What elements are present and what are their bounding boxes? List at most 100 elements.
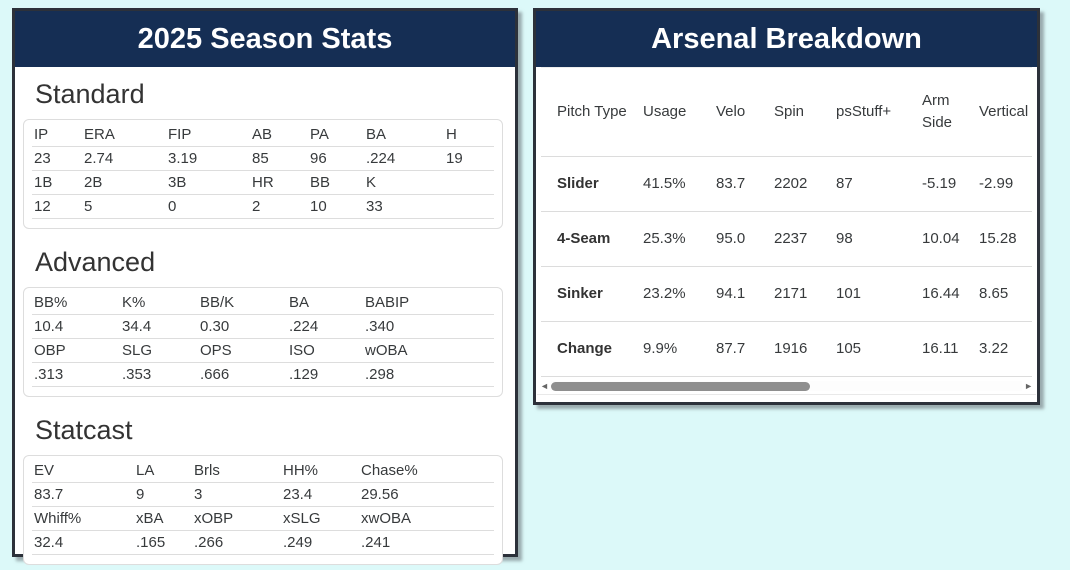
table-row: IP ERA FIP AB PA BA H bbox=[32, 123, 494, 147]
table-cell: .313 bbox=[32, 362, 120, 387]
table-cell: K% bbox=[120, 291, 198, 315]
table-cell: Brls bbox=[192, 459, 281, 483]
table-cell: AB bbox=[250, 123, 308, 147]
scroll-left-arrow[interactable]: ◄ bbox=[540, 381, 549, 391]
section-heading-advanced: Advanced bbox=[35, 247, 156, 277]
table-cell: EV bbox=[32, 459, 134, 483]
table-cell: 0.30 bbox=[198, 314, 287, 339]
table-row: 10.4 34.4 0.30.224.340 bbox=[32, 314, 494, 339]
table-cell: .241 bbox=[359, 530, 494, 555]
table-row: BB% K% BB/K BA BABIP bbox=[32, 291, 494, 315]
standard-stats-card: IP ERA FIP AB PA BA H 23 2.74 3.19 85 96.224 19 1B 2B 3… bbox=[23, 119, 503, 229]
table-cell: 83.7 bbox=[32, 482, 134, 507]
table-cell: 2202 bbox=[758, 156, 820, 212]
table-cell: BB% bbox=[32, 291, 120, 315]
table-cell: 41.5% bbox=[627, 156, 700, 212]
table-cell: .129 bbox=[287, 362, 363, 387]
arsenal-header: Arsenal Breakdown bbox=[536, 11, 1037, 67]
table-row: Change 9.9% 87.7 1916 105 16.11 3.22 bbox=[541, 321, 1032, 377]
table-cell: 3.19 bbox=[166, 146, 250, 171]
arsenal-table-scroll-container[interactable]: Pitch Type Usage Velo Spin psStuff+ Arm Side V… bbox=[541, 67, 1032, 377]
table-cell: SLG bbox=[120, 338, 198, 363]
table-cell: 25.3% bbox=[627, 211, 700, 267]
table-cell: HH% bbox=[281, 459, 359, 483]
advanced-stats-table: BB% K% BB/K BA BABIP 10.4 34.4 0.30.224.340 OBP S… bbox=[32, 291, 494, 387]
table-cell: 87 bbox=[820, 156, 906, 212]
table-cell: .165 bbox=[134, 530, 192, 555]
standard-stats-table: IP ERA FIP AB PA BA H 23 2.74 3.19 85 96.224 19 1B 2B 3… bbox=[32, 123, 494, 219]
section-advanced: Advanced BB% K% BB/K BA BABIP 10.4 34.4 0.30.22… bbox=[23, 247, 503, 397]
table-cell: 4-Seam bbox=[541, 211, 627, 267]
table-cell: 3 bbox=[192, 482, 281, 507]
table-cell: 1916 bbox=[758, 321, 820, 377]
table-cell: 3.22 bbox=[963, 321, 1032, 377]
table-cell: 101 bbox=[820, 266, 906, 322]
table-cell: BA bbox=[287, 291, 363, 315]
table-row: 4-Seam 25.3% 95.0 2237 98 10.04 15.28 bbox=[541, 211, 1032, 267]
table-cell: -5.19 bbox=[906, 156, 963, 212]
table-cell: 8.65 bbox=[963, 266, 1032, 322]
table-cell: 2.74 bbox=[82, 146, 166, 171]
table-cell: 10.4 bbox=[32, 314, 120, 339]
table-cell: OBP bbox=[32, 338, 120, 363]
table-cell: Change bbox=[541, 321, 627, 377]
table-row: 23 2.74 3.19 85 96.224 19 bbox=[32, 146, 494, 171]
table-cell: 1B bbox=[32, 170, 82, 195]
statcast-stats-card: EV LA Brls HH% Chase% 83.7 9 3 23.4 29.56 Whiff% xB… bbox=[23, 455, 503, 565]
horizontal-scrollbar[interactable]: ◄ ► bbox=[537, 379, 1036, 395]
section-statcast: Statcast EV LA Brls HH% Chase% 83.7 9 3 23.4 29.5… bbox=[23, 415, 503, 565]
table-cell bbox=[444, 194, 494, 219]
season-stats-header: 2025 Season Stats bbox=[15, 11, 515, 67]
table-cell: .224 bbox=[364, 146, 444, 171]
table-cell: 32.4 bbox=[32, 530, 134, 555]
table-cell: 34.4 bbox=[120, 314, 198, 339]
table-cell: 9 bbox=[134, 482, 192, 507]
column-header: Arm Side bbox=[906, 67, 963, 157]
table-cell: 2237 bbox=[758, 211, 820, 267]
table-cell bbox=[444, 170, 494, 195]
column-header: Pitch Type bbox=[541, 67, 627, 157]
table-cell: .353 bbox=[120, 362, 198, 387]
scroll-right-arrow[interactable]: ► bbox=[1024, 381, 1033, 391]
table-cell: 19 bbox=[444, 146, 494, 171]
table-row: OBP SLG OPS ISO wOBA bbox=[32, 338, 494, 363]
table-cell: .266 bbox=[192, 530, 281, 555]
section-heading-standard: Standard bbox=[35, 79, 145, 109]
season-stats-panel: 2025 Season Stats Standard IP ERA FIP AB PA B… bbox=[12, 8, 518, 565]
table-cell: 98 bbox=[820, 211, 906, 267]
arsenal-title: Arsenal Breakdown bbox=[651, 22, 922, 55]
table-cell: Chase% bbox=[359, 459, 494, 483]
arsenal-panel: Arsenal Breakdown Pitch Type Usage Velo Spi… bbox=[533, 8, 1040, 405]
section-heading-statcast: Statcast bbox=[35, 415, 133, 445]
table-cell: 10 bbox=[308, 194, 364, 219]
table-cell: 87.7 bbox=[700, 321, 758, 377]
table-cell: 9.9% bbox=[627, 321, 700, 377]
arsenal-table: Pitch Type Usage Velo Spin psStuff+ Arm Side V… bbox=[541, 67, 1032, 377]
table-cell: 5 bbox=[82, 194, 166, 219]
table-cell: 15.28 bbox=[963, 211, 1032, 267]
column-header: Velo bbox=[700, 67, 758, 157]
table-row: .313.353.666.129.298 bbox=[32, 362, 494, 387]
table-cell: 16.44 bbox=[906, 266, 963, 322]
table-cell: Slider bbox=[541, 156, 627, 212]
scrollbar-thumb[interactable] bbox=[550, 381, 811, 391]
table-row: Sinker 23.2% 94.1 2171 101 16.44 8.65 bbox=[541, 266, 1032, 322]
table-cell: Sinker bbox=[541, 266, 627, 322]
table-row: EV LA Brls HH% Chase% bbox=[32, 459, 494, 483]
table-cell: 23.2% bbox=[627, 266, 700, 322]
column-header: Vertical bbox=[963, 67, 1032, 157]
table-cell: 96 bbox=[308, 146, 364, 171]
table-cell: 2 bbox=[250, 194, 308, 219]
column-header: psStuff+ bbox=[820, 67, 906, 157]
table-cell: xOBP bbox=[192, 506, 281, 531]
column-header: Usage bbox=[627, 67, 700, 157]
table-row: 12 5 0 2 10 33 bbox=[32, 194, 494, 219]
season-stats-title: 2025 Season Stats bbox=[137, 22, 393, 55]
table-row: Slider 41.5% 83.7 2202 87 -5.19 -2.99 bbox=[541, 156, 1032, 212]
season-stats-body: Standard IP ERA FIP AB PA BA H 23 2.74 3.19 85 96.2… bbox=[15, 67, 515, 565]
table-cell: 12 bbox=[32, 194, 82, 219]
table-cell: 83.7 bbox=[700, 156, 758, 212]
scrollbar-track[interactable] bbox=[550, 381, 1023, 391]
table-cell: LA bbox=[134, 459, 192, 483]
